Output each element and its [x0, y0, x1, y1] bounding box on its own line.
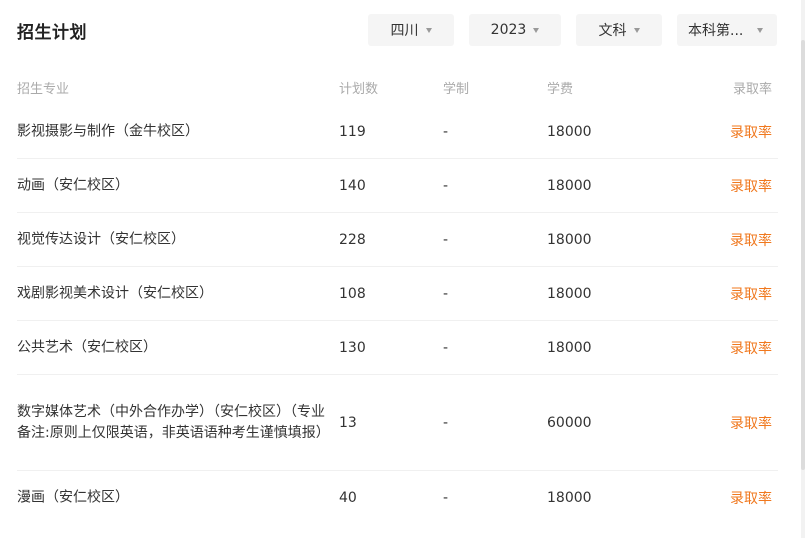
study-years: - [443, 490, 449, 506]
province-select[interactable]: 四川 [368, 14, 454, 46]
major-name: 漫画（安仁校区） [17, 489, 129, 506]
row-divider [17, 470, 778, 471]
table-row: 数字媒体艺术（中外合作办学）（安仁校区）（专业备注:原则上仅限英语，非英语语种考… [0, 375, 800, 471]
tuition-fee: 18000 [547, 340, 592, 356]
tuition-fee: 60000 [547, 415, 592, 431]
major-name: 影视摄影与制作（金牛校区） [17, 123, 199, 140]
caret-down-icon [425, 27, 432, 33]
row-divider [17, 212, 778, 213]
table-body: 影视摄影与制作（金牛校区） 119 - 18000 录取率 动画（安仁校区） 1… [0, 105, 800, 525]
tuition-fee: 18000 [547, 490, 592, 506]
plan-count: 228 [339, 232, 366, 248]
caret-down-icon [757, 27, 764, 33]
plan-count: 108 [339, 286, 366, 302]
column-header-years: 学制 [443, 82, 470, 97]
caret-down-icon [533, 27, 540, 33]
study-years: - [443, 340, 449, 356]
tuition-fee: 18000 [547, 178, 592, 194]
table-row: 戏剧影视美术设计（安仁校区） 108 - 18000 录取率 [0, 267, 800, 321]
tuition-fee: 18000 [547, 232, 592, 248]
admission-rate-link[interactable]: 录取率 [730, 287, 772, 303]
table-row: 视觉传达设计（安仁校区） 228 - 18000 录取率 [0, 213, 800, 267]
batch-select[interactable]: 本科第... [677, 14, 777, 46]
study-years: - [443, 415, 449, 431]
admission-rate-link[interactable]: 录取率 [730, 416, 772, 432]
study-years: - [443, 286, 449, 302]
admission-rate-link[interactable]: 录取率 [730, 341, 772, 357]
plan-count: 130 [339, 340, 366, 356]
admission-rate-link[interactable]: 录取率 [730, 179, 772, 195]
column-header-plan: 计划数 [339, 82, 379, 97]
subject-select[interactable]: 文科 [576, 14, 662, 46]
study-years: - [443, 232, 449, 248]
table-header: 招生专业 计划数 学制 学费 录取率 [0, 74, 800, 100]
year-select[interactable]: 2023 [469, 14, 561, 46]
table-row: 影视摄影与制作（金牛校区） 119 - 18000 录取率 [0, 105, 800, 159]
year-select-label: 2023 [490, 22, 527, 38]
caret-down-icon [633, 27, 640, 33]
plan-count: 140 [339, 178, 366, 194]
province-select-label: 四川 [390, 23, 419, 39]
admission-rate-link[interactable]: 录取率 [730, 491, 772, 507]
header: 招生计划 四川 2023 文科 本科第... [0, 0, 800, 60]
row-divider [17, 374, 778, 375]
subject-select-label: 文科 [598, 23, 627, 39]
admission-rate-link[interactable]: 录取率 [730, 233, 772, 249]
column-header-rate: 录取率 [732, 82, 772, 97]
major-name: 数字媒体艺术（中外合作办学）（安仁校区）（专业备注:原则上仅限英语，非英语语种考… [17, 404, 330, 441]
major-name: 公共艺术（安仁校区） [17, 339, 157, 356]
table-row: 动画（安仁校区） 140 - 18000 录取率 [0, 159, 800, 213]
major-name: 戏剧影视美术设计（安仁校区） [17, 285, 213, 302]
plan-count: 13 [339, 415, 357, 431]
plan-count: 119 [339, 124, 366, 140]
row-divider [17, 158, 778, 159]
scrollbar-thumb[interactable] [801, 40, 805, 470]
row-divider [17, 320, 778, 321]
table-row: 漫画（安仁校区） 40 - 18000 录取率 [0, 471, 800, 525]
batch-select-label: 本科第... [688, 23, 744, 39]
plan-count: 40 [339, 490, 357, 506]
column-header-major: 招生专业 [17, 82, 70, 97]
major-name: 视觉传达设计（安仁校区） [17, 231, 185, 248]
tuition-fee: 18000 [547, 124, 592, 140]
row-divider [17, 266, 778, 267]
admission-rate-link[interactable]: 录取率 [730, 125, 772, 141]
study-years: - [443, 124, 449, 140]
study-years: - [443, 178, 449, 194]
page-title: 招生计划 [17, 23, 87, 43]
table-row: 公共艺术（安仁校区） 130 - 18000 录取率 [0, 321, 800, 375]
tuition-fee: 18000 [547, 286, 592, 302]
column-header-fee: 学费 [547, 82, 574, 97]
major-name: 动画（安仁校区） [17, 177, 129, 194]
